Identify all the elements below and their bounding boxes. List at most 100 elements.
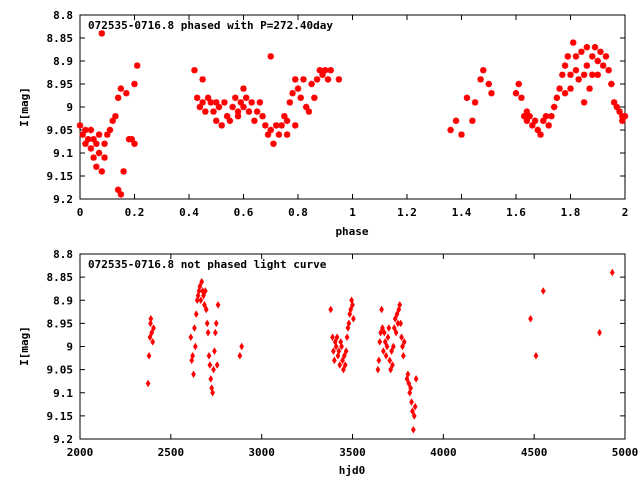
top-data-point bbox=[594, 71, 601, 78]
top-data-point bbox=[567, 71, 574, 78]
top-y-axis-label: I[mag] bbox=[18, 87, 31, 127]
top-data-point bbox=[534, 126, 541, 134]
top-data-point bbox=[564, 53, 571, 60]
bottom-axis-ticks: 2000 2500 3000 3500 4000 4500 5000 8.8 8.85 8.9 8.… bbox=[47, 248, 639, 459]
top-data-points bbox=[76, 30, 629, 198]
top-data-point bbox=[537, 131, 544, 138]
bottom-data-point bbox=[148, 319, 153, 328]
bottom-y-tick-label: 8.85 bbox=[47, 271, 74, 284]
top-data-point bbox=[610, 99, 618, 106]
bottom-data-point bbox=[376, 356, 382, 365]
bottom-data-point bbox=[205, 328, 211, 337]
top-data-point bbox=[281, 113, 288, 120]
bottom-data-point bbox=[193, 342, 198, 351]
top-y-tick-label: 8.95 bbox=[47, 78, 74, 91]
top-data-point bbox=[597, 48, 604, 55]
bottom-data-point bbox=[344, 333, 350, 342]
top-data-point bbox=[226, 117, 234, 124]
top-data-point bbox=[619, 117, 626, 124]
bottom-x-tick-label: 3000 bbox=[248, 446, 275, 459]
bottom-x-tick-label: 4000 bbox=[430, 446, 457, 459]
top-data-point bbox=[605, 67, 612, 74]
top-data-point bbox=[240, 103, 247, 111]
top-data-point bbox=[294, 85, 302, 92]
bottom-y-tick-label: 9.05 bbox=[47, 364, 74, 377]
top-data-point bbox=[608, 80, 615, 88]
top-x-axis-label: phase bbox=[335, 225, 368, 238]
top-data-point bbox=[545, 122, 552, 129]
top-data-point bbox=[300, 76, 307, 83]
bottom-data-point bbox=[399, 333, 404, 342]
bottom-data-point bbox=[336, 347, 342, 355]
top-chart: 072535-0716.8 phased with P=272.40day ph… bbox=[18, 9, 628, 238]
top-data-point bbox=[264, 131, 272, 138]
top-data-point bbox=[572, 53, 580, 60]
top-data-point bbox=[215, 103, 223, 111]
top-data-point bbox=[204, 94, 212, 101]
bottom-data-point bbox=[206, 351, 212, 360]
top-data-point bbox=[131, 80, 138, 88]
top-plot-frame bbox=[79, 14, 626, 200]
top-data-point bbox=[101, 154, 108, 161]
top-data-point bbox=[221, 99, 228, 106]
bottom-data-point bbox=[351, 314, 356, 323]
top-data-point bbox=[273, 122, 280, 129]
bottom-data-point bbox=[201, 291, 206, 300]
top-data-point bbox=[594, 57, 601, 65]
bottom-y-tick-label: 9.15 bbox=[47, 410, 74, 423]
top-x-tick-label: 1.8 bbox=[561, 206, 581, 219]
top-data-point bbox=[447, 126, 454, 134]
bottom-chart-title: 072535-0716.8 not phased light curve bbox=[88, 258, 327, 271]
bottom-data-point bbox=[413, 375, 419, 383]
bottom-data-point bbox=[208, 375, 214, 383]
top-data-point bbox=[84, 136, 92, 143]
top-data-point bbox=[452, 117, 460, 124]
bottom-x-tick-label: 3500 bbox=[339, 446, 366, 459]
bottom-data-point bbox=[204, 319, 210, 328]
top-data-point bbox=[556, 85, 563, 92]
top-data-point bbox=[553, 94, 561, 101]
top-data-point bbox=[193, 94, 201, 101]
top-data-point bbox=[210, 108, 217, 115]
top-data-point bbox=[275, 131, 283, 138]
top-data-point bbox=[589, 53, 596, 60]
bottom-data-point bbox=[348, 305, 354, 314]
top-data-point bbox=[469, 117, 476, 124]
top-data-point bbox=[327, 67, 334, 74]
bottom-x-axis-label: hjd0 bbox=[339, 464, 366, 477]
top-y-tick-label: 9.1 bbox=[53, 147, 73, 160]
bottom-data-point bbox=[192, 324, 197, 332]
bottom-chart: 072535-0716.8 not phased light curve hjd… bbox=[18, 248, 638, 477]
top-x-tick-label: 1.6 bbox=[506, 206, 526, 219]
top-data-point bbox=[234, 113, 242, 120]
bottom-y-tick-label: 9.1 bbox=[53, 387, 73, 400]
top-y-tick-label: 9.15 bbox=[47, 170, 74, 183]
top-data-point bbox=[477, 76, 484, 83]
top-data-point bbox=[518, 94, 525, 101]
bottom-data-point bbox=[198, 296, 204, 305]
top-data-point bbox=[613, 103, 621, 111]
bottom-x-tick-label: 2500 bbox=[158, 446, 185, 459]
top-x-tick-label: 2 bbox=[622, 206, 629, 219]
top-data-point bbox=[240, 85, 247, 92]
bottom-data-point bbox=[381, 328, 387, 337]
top-x-tick-label: 0.2 bbox=[125, 206, 145, 219]
top-data-point bbox=[515, 80, 522, 88]
top-axis-ticks: 0 0.2 0.4 0.6 0.8 1 1.2 1.4 1.6 1.8 2 8.8 8.85 8.9 8.9… bbox=[47, 9, 629, 219]
top-data-point bbox=[207, 99, 214, 106]
bottom-data-point bbox=[343, 347, 349, 355]
top-data-point bbox=[248, 99, 255, 106]
top-data-point bbox=[286, 99, 294, 106]
top-data-point bbox=[245, 108, 253, 115]
top-data-point bbox=[229, 103, 236, 111]
top-data-point bbox=[572, 67, 580, 74]
bottom-data-point bbox=[340, 356, 345, 365]
bottom-data-point bbox=[207, 361, 213, 369]
top-data-point bbox=[98, 168, 105, 175]
top-data-point bbox=[578, 48, 585, 55]
top-data-point bbox=[586, 85, 593, 92]
bottom-data-point bbox=[381, 347, 386, 355]
bottom-data-point bbox=[406, 379, 412, 388]
top-data-point bbox=[128, 136, 135, 143]
top-data-point bbox=[87, 145, 95, 152]
